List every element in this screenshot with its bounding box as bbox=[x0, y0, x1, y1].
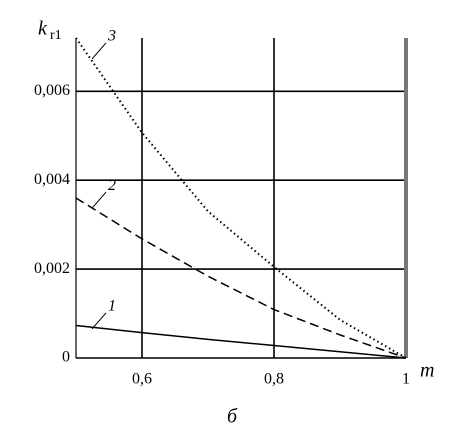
y-axis-label: k bbox=[38, 18, 48, 40]
x-axis-label: m bbox=[420, 360, 434, 382]
y-tick-label: 0,006 bbox=[34, 82, 70, 99]
y-tick-label: 0,002 bbox=[34, 260, 70, 277]
series-line bbox=[75, 37, 407, 359]
series-line bbox=[75, 324, 407, 359]
x-tick-label: 0,8 bbox=[264, 371, 284, 388]
caption: б bbox=[227, 406, 238, 428]
label-leader bbox=[91, 312, 107, 330]
label-leader bbox=[91, 191, 107, 209]
label-leader bbox=[91, 42, 107, 60]
x-tick-label: 0,6 bbox=[132, 371, 152, 388]
y-tick-label: 0,004 bbox=[34, 171, 70, 188]
x-tick-label: 1 bbox=[402, 371, 410, 388]
series-label: 2 bbox=[108, 177, 116, 194]
series-line bbox=[75, 197, 407, 359]
series-label: 3 bbox=[107, 28, 116, 45]
y-axis-label-sub: r1 bbox=[50, 28, 62, 43]
series-label: 1 bbox=[108, 298, 116, 315]
y-tick-label: 0 bbox=[62, 349, 70, 366]
